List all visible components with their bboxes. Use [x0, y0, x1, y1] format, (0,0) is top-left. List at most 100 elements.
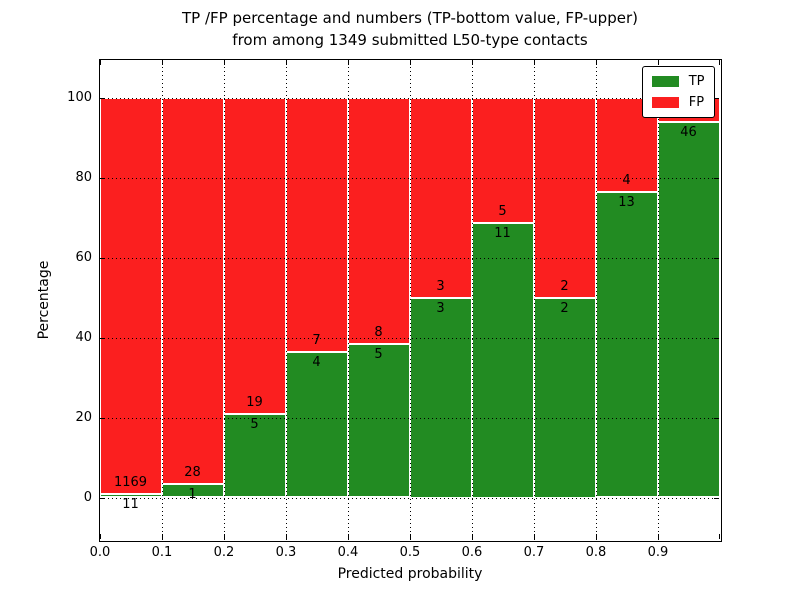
x-tick-label: 0.5: [399, 545, 421, 560]
fp-bar-segment: [347, 97, 410, 344]
x-axis-tick: [99, 59, 101, 65]
fp-count-label: 1169: [113, 474, 148, 490]
x-axis-tick: [718, 533, 720, 539]
tp-bar-segment: [409, 297, 472, 498]
chart-title-line2: from among 1349 submitted L50-type conta…: [232, 31, 588, 49]
v-gridline: [223, 59, 225, 540]
x-axis-tick: [533, 59, 535, 65]
fp-bar-segment: [99, 97, 162, 494]
x-tick-label: 0.8: [585, 545, 607, 560]
x-tick-label: 0.0: [89, 545, 111, 560]
tp-bar-segment: [657, 121, 720, 498]
y-axis-tick: [99, 337, 105, 339]
v-gridline: [533, 59, 535, 540]
tp-bar-segment: [533, 297, 596, 498]
y-axis-tick: [99, 497, 105, 499]
fp-count-label: 7: [312, 333, 321, 349]
v-gridline: [657, 59, 659, 540]
x-tick-label: 0.1: [151, 545, 173, 560]
x-tick-label: 0.7: [523, 545, 545, 560]
tp-count-label: 2: [560, 300, 569, 316]
y-axis-tick: [713, 177, 719, 179]
fp-count-label: 8: [374, 324, 383, 340]
tp-count-label: 5: [374, 346, 383, 362]
y-tick-label: 100: [67, 90, 92, 105]
v-gridline: [285, 59, 287, 540]
tp-bar-segment: [347, 343, 410, 498]
x-axis-tick: [718, 59, 720, 65]
x-axis-tick: [347, 533, 349, 539]
tp-count-label: 3: [436, 300, 445, 316]
fp-legend-label: FP: [688, 94, 705, 110]
legend: TP FP: [641, 65, 715, 118]
plot-area: 11691128119574853351122413346 TP FP: [98, 58, 722, 542]
chart-title-line1: TP /FP percentage and numbers (TP-bottom…: [182, 9, 638, 27]
y-tick-label: 80: [75, 170, 92, 185]
tp-bar-segment: [99, 493, 162, 498]
x-axis-tick: [595, 533, 597, 539]
fp-count-label: 3: [436, 278, 445, 294]
y-axis-tick: [99, 177, 105, 179]
fp-legend-swatch: [651, 96, 679, 108]
tp-legend-swatch: [651, 75, 679, 87]
x-axis-tick: [595, 59, 597, 65]
tp-bar-segment: [595, 191, 658, 498]
fp-bar-segment: [595, 97, 658, 192]
x-tick-label: 0.3: [275, 545, 297, 560]
x-axis-tick: [161, 59, 163, 65]
x-axis-tick: [409, 533, 411, 539]
x-axis-tick: [409, 59, 411, 65]
x-axis-tick: [471, 533, 473, 539]
x-axis-tick: [223, 59, 225, 65]
y-axis-tick: [713, 497, 719, 499]
fp-count-label: 5: [498, 203, 507, 219]
y-axis-tick: [713, 337, 719, 339]
x-axis-label: Predicted probability: [337, 566, 483, 582]
v-gridline: [347, 59, 349, 540]
tp-bar-segment: [285, 352, 348, 498]
fp-bar-segment: [223, 97, 286, 415]
y-axis-tick: [99, 97, 105, 99]
y-tick-label: 20: [75, 410, 92, 425]
fp-bar-segment: [285, 97, 348, 353]
fp-count-label: 19: [246, 395, 263, 411]
x-axis-tick: [347, 59, 349, 65]
x-tick-label: 0.9: [647, 545, 669, 560]
legend-item-fp: FP: [651, 94, 705, 111]
x-tick-label: 0.4: [337, 545, 359, 560]
legend-item-tp: TP: [651, 73, 705, 90]
fp-bar-segment: [533, 97, 596, 298]
y-tick-label: 60: [75, 250, 92, 265]
y-axis-tick: [713, 417, 719, 419]
tp-count-label: 4: [312, 355, 321, 371]
v-gridline: [471, 59, 473, 540]
fp-count-label: 4: [622, 172, 631, 188]
y-tick-label: 0: [83, 490, 92, 505]
x-axis-tick: [285, 533, 287, 539]
x-axis-tick: [533, 533, 535, 539]
tp-count-label: 11: [122, 496, 139, 512]
tp-count-label: 11: [494, 225, 511, 241]
x-axis-tick: [99, 533, 101, 539]
tp-count-label: 1: [188, 486, 197, 502]
x-tick-label: 0.2: [213, 545, 235, 560]
v-gridline: [161, 59, 163, 540]
x-axis-tick: [657, 59, 659, 65]
x-axis-tick: [161, 533, 163, 539]
y-axis-tick: [713, 97, 719, 99]
v-gridline: [595, 59, 597, 540]
x-axis-tick: [223, 533, 225, 539]
x-axis-tick: [657, 533, 659, 539]
x-axis-tick: [285, 59, 287, 65]
tp-legend-label: TP: [688, 73, 705, 89]
fp-count-label: 2: [560, 278, 569, 294]
y-tick-label: 40: [75, 330, 92, 345]
x-tick-label: 0.6: [461, 545, 483, 560]
y-axis-tick: [99, 257, 105, 259]
x-axis-tick: [471, 59, 473, 65]
fp-bar-segment: [409, 97, 472, 298]
fp-bar-segment: [161, 97, 224, 484]
fp-count-label: 28: [184, 464, 201, 480]
tp-count-label: 13: [618, 194, 635, 210]
